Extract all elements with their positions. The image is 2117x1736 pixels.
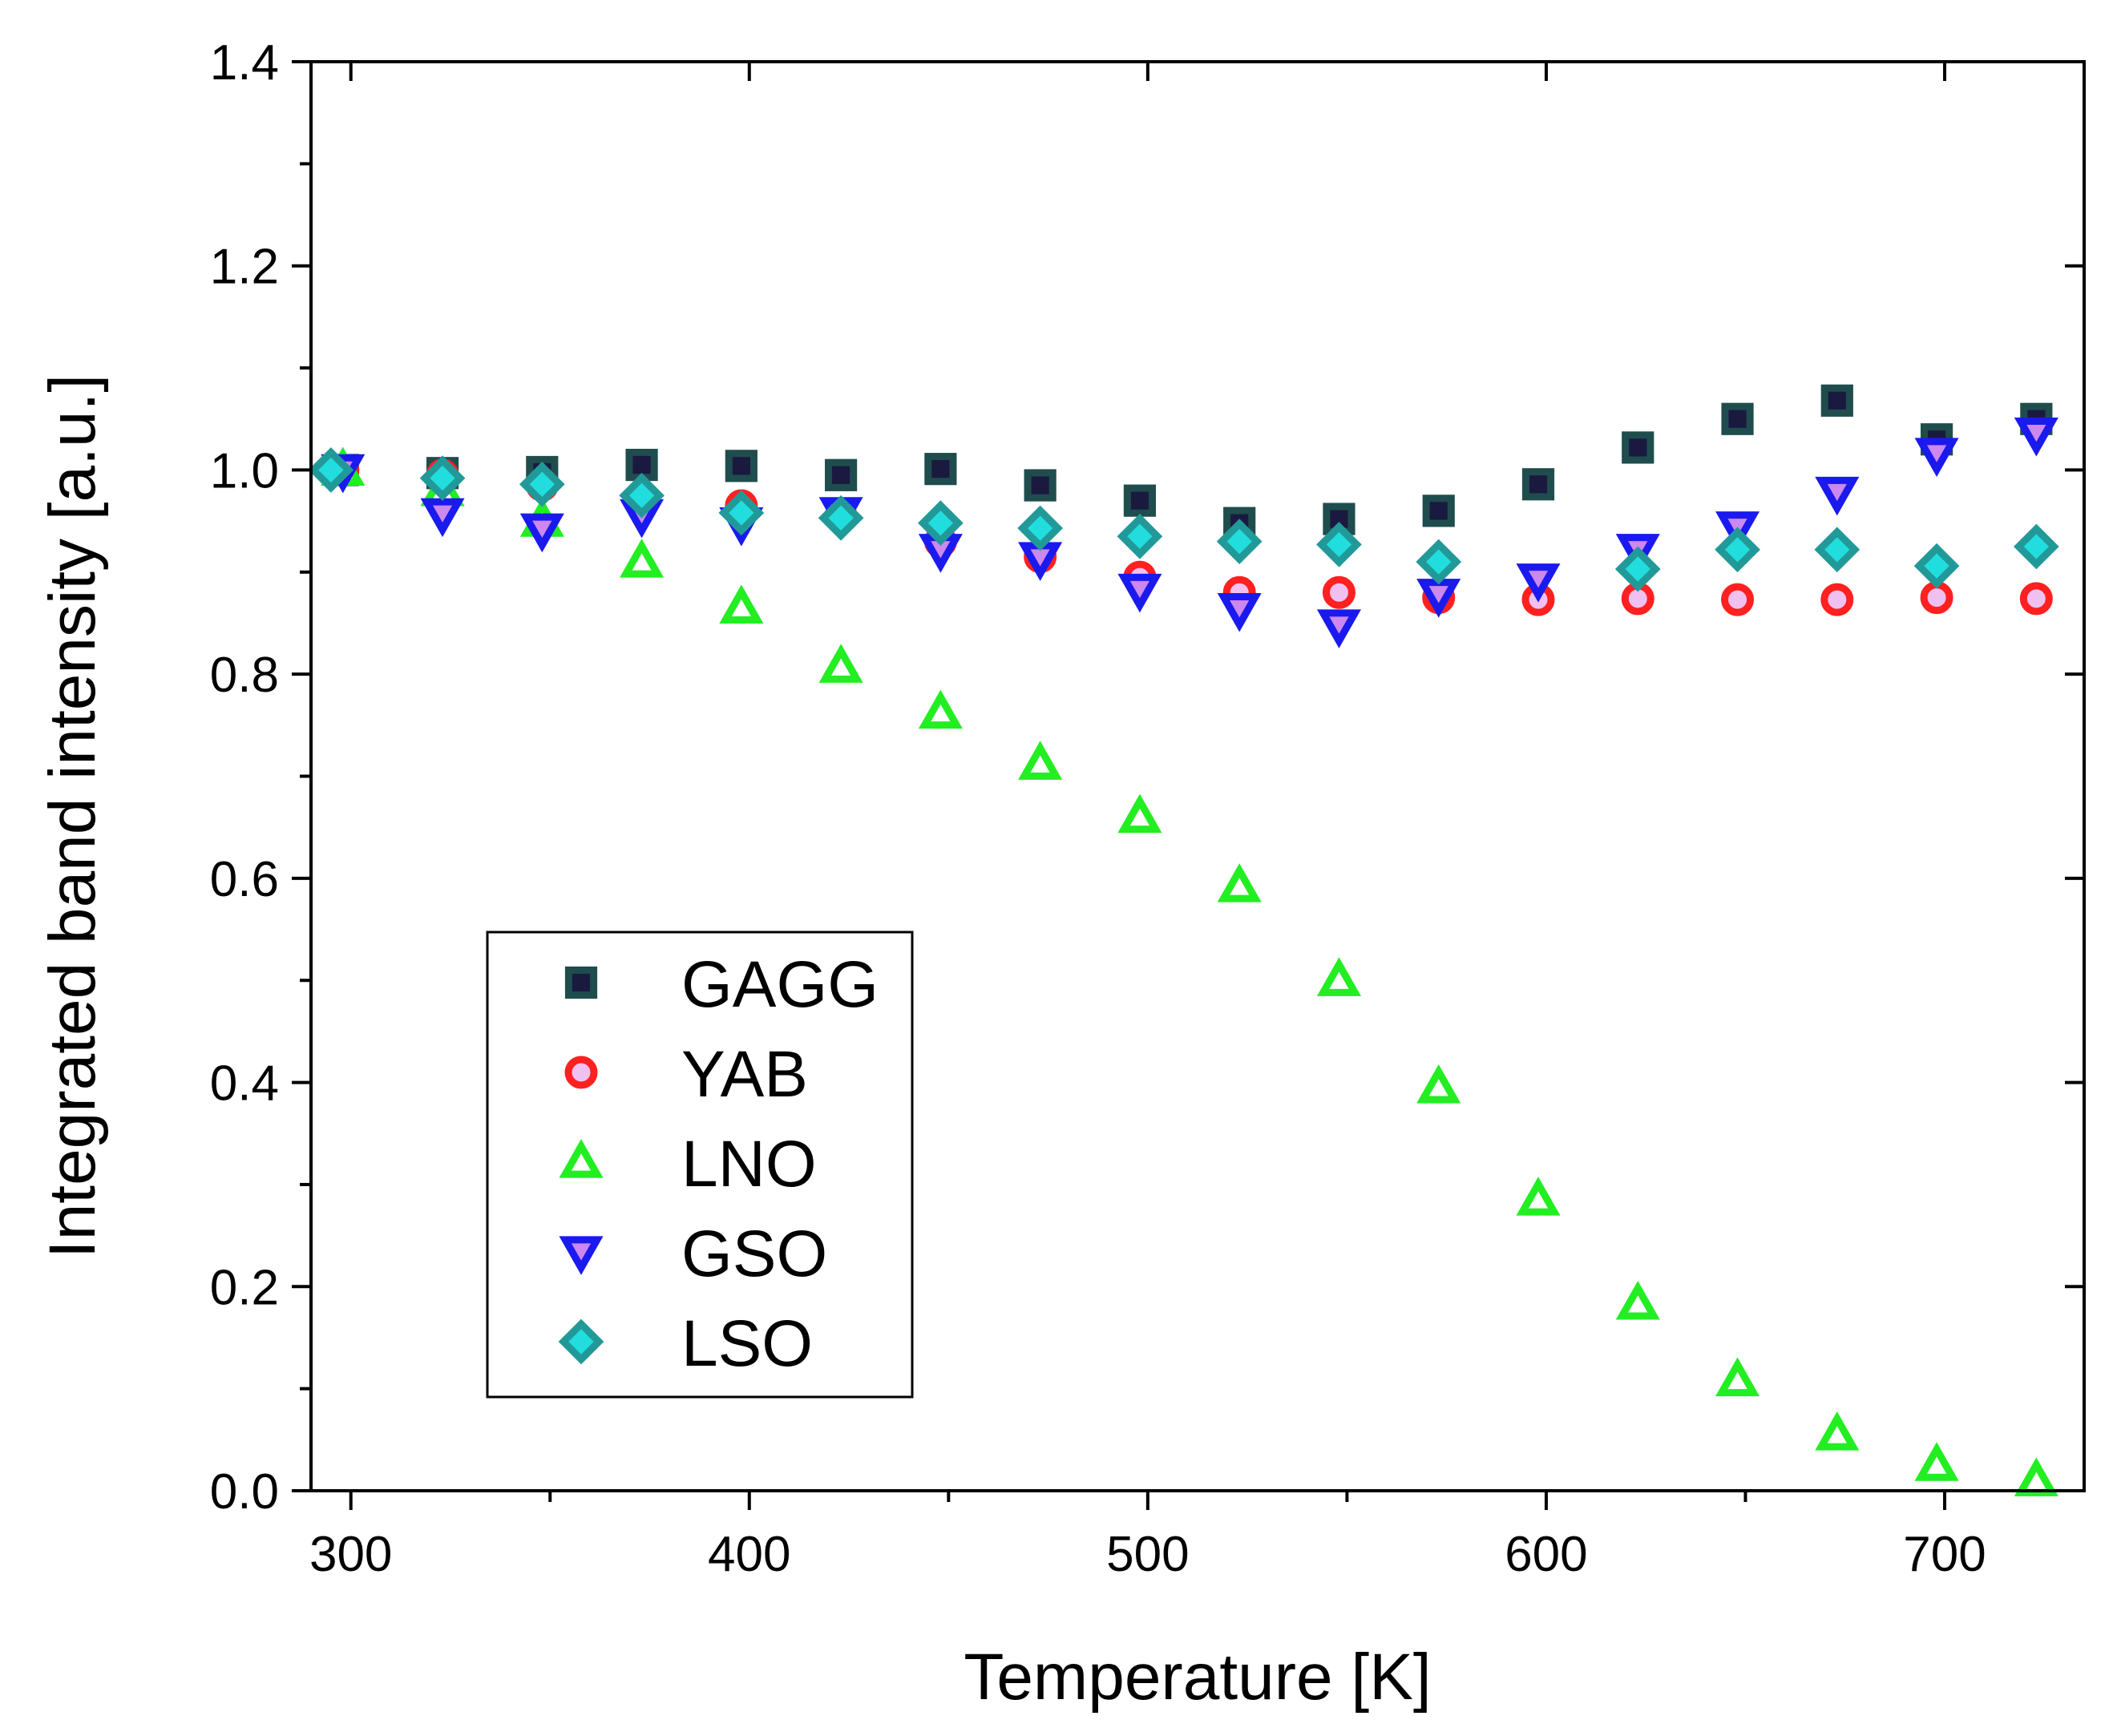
data-point-lno: [719, 584, 764, 624]
plot-marks: [308, 384, 2059, 1496]
data-point-lno: [1715, 1357, 1760, 1397]
data-point-lso: [718, 490, 765, 536]
data-point-yab: [2019, 582, 2053, 616]
data-point-lno: [2014, 1457, 2058, 1496]
data-point-lso: [818, 495, 864, 541]
x-tick-label: 300: [309, 1527, 392, 1582]
legend-marker-gagg: [564, 966, 598, 999]
y-tick-label: 1.4: [210, 35, 279, 91]
data-point-gso: [1217, 593, 1262, 632]
data-point-lso: [619, 472, 665, 519]
x-tick-label: 400: [708, 1527, 790, 1582]
data-point-gso: [1516, 563, 1561, 603]
data-point-gso: [1815, 476, 1860, 516]
legend-label-lno: LNO: [681, 1128, 817, 1201]
legend: GAGG YAB LNO GSO LSO: [486, 931, 914, 1399]
x-tick-label: 700: [1903, 1527, 1986, 1582]
data-point-gso: [1117, 573, 1162, 613]
data-point-gso: [420, 498, 465, 538]
data-point-lno: [1217, 863, 1262, 902]
data-point-lso: [519, 461, 565, 507]
data-point-gso: [1914, 438, 1959, 477]
x-tick-label: 500: [1106, 1527, 1189, 1582]
y-tick-label: 0.0: [210, 1464, 279, 1520]
data-point-lso: [1416, 539, 1462, 585]
data-point-gso: [1316, 609, 1361, 648]
data-point-gagg: [1521, 468, 1555, 501]
legend-marker-lno: [559, 1139, 604, 1178]
data-point-gagg: [725, 450, 758, 482]
y-tick-label: 0.8: [210, 648, 279, 703]
data-point-lno: [1117, 793, 1162, 834]
legend-label-gso: GSO: [681, 1217, 827, 1290]
data-point-lso: [1814, 527, 1860, 573]
data-point-lso: [1316, 522, 1362, 567]
data-point-yab: [1721, 583, 1755, 616]
y-tick-label: 0.4: [210, 1056, 279, 1112]
data-point-lno: [1815, 1411, 1860, 1451]
legend-label-gagg: GAGG: [681, 948, 879, 1021]
y-tick-label: 0.2: [210, 1260, 279, 1315]
data-point-gso: [2014, 417, 2058, 457]
y-tick-label: 0.6: [210, 852, 279, 907]
y-tick-label: 1.0: [210, 443, 279, 499]
data-point-lno: [818, 644, 863, 683]
data-point-yab: [1322, 575, 1355, 609]
data-point-lso: [1216, 519, 1263, 564]
data-point-lso: [1715, 527, 1760, 573]
legend-marker-yab: [564, 1056, 598, 1089]
axis-ticks: 300 400 500 600 700 0.0 0.2 0.4 0.6 0.8 1.0 1.2 1.4: [210, 35, 2084, 1582]
data-point-lno: [1914, 1442, 1959, 1481]
y-tick-label: 1.2: [210, 240, 279, 295]
data-point-gagg: [1721, 402, 1754, 435]
legend-marker-lso: [558, 1318, 604, 1365]
data-point-lno: [1018, 741, 1063, 780]
data-point-lno: [620, 539, 665, 578]
data-point-lso: [1614, 546, 1661, 592]
data-point-lso: [1117, 513, 1163, 559]
x-tick-label: 600: [1505, 1527, 1587, 1582]
x-axis-title: Temperature [K]: [964, 1641, 1431, 1714]
data-point-lno: [918, 689, 963, 729]
data-point-yab: [1820, 583, 1854, 616]
legend-label-yab: YAB: [681, 1038, 808, 1111]
legend-marker-gso: [559, 1236, 604, 1275]
data-point-gagg: [825, 458, 858, 491]
data-point-lso: [1017, 505, 1064, 551]
data-point-lno: [1316, 957, 1361, 996]
data-point-gagg: [1622, 431, 1654, 464]
data-point-gagg: [1422, 495, 1455, 527]
y-axis-title: Integrated band intensity [a.u.]: [36, 374, 109, 1258]
data-point-gagg: [924, 453, 957, 486]
data-point-gagg: [1820, 384, 1853, 417]
data-point-lso: [2013, 523, 2059, 570]
data-point-gagg: [1123, 484, 1157, 517]
legend-box: [486, 931, 914, 1399]
data-point-gagg: [1024, 469, 1056, 502]
data-point-lso: [1913, 543, 1960, 589]
data-point-lno: [1615, 1281, 1660, 1320]
series-lso: [308, 447, 2059, 592]
data-point-lno: [1416, 1064, 1461, 1104]
data-point-lso: [419, 455, 466, 501]
data-point-lso: [308, 447, 354, 493]
legend-label-lso: LSO: [681, 1307, 813, 1380]
data-point-lno: [1516, 1177, 1561, 1216]
data-point-lso: [918, 500, 964, 547]
data-point-gso: [519, 513, 564, 553]
